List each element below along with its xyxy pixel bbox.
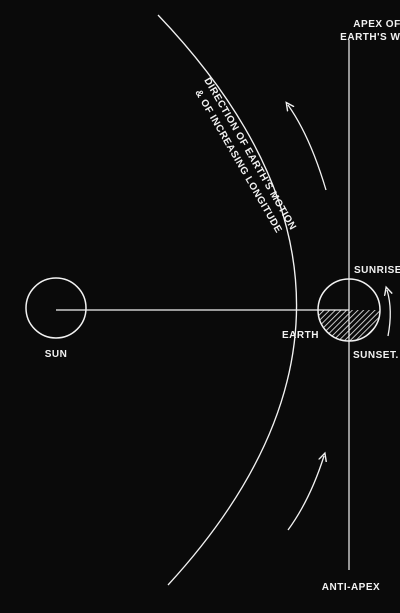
sunset-label: SUNSET.: [353, 350, 399, 361]
anti-apex-label: ANTI-APEX: [322, 582, 380, 593]
earth-night-hatch: [318, 310, 380, 341]
earth-rotation-arrow: [387, 290, 390, 337]
earth-circle: [317, 278, 381, 342]
sunrise-label: SUNRISE: [354, 265, 400, 276]
motion-label-line1: DIRECTION OF EARTH'S MOTION: [201, 76, 298, 232]
lower-motion-arrow: [287, 456, 324, 531]
upper-motion-arrow: [288, 105, 327, 191]
apex-label-line1: APEX OF: [353, 19, 400, 30]
apex-label-line2: EARTH'S WAY: [340, 32, 400, 43]
orbit-arc: [157, 14, 298, 586]
earth-label: EARTH: [282, 330, 319, 341]
motion-label-line2: & OF INCREASING LONGITUDE: [192, 88, 283, 235]
sun-circle: [25, 277, 87, 339]
sun-label: SUN: [45, 349, 68, 360]
